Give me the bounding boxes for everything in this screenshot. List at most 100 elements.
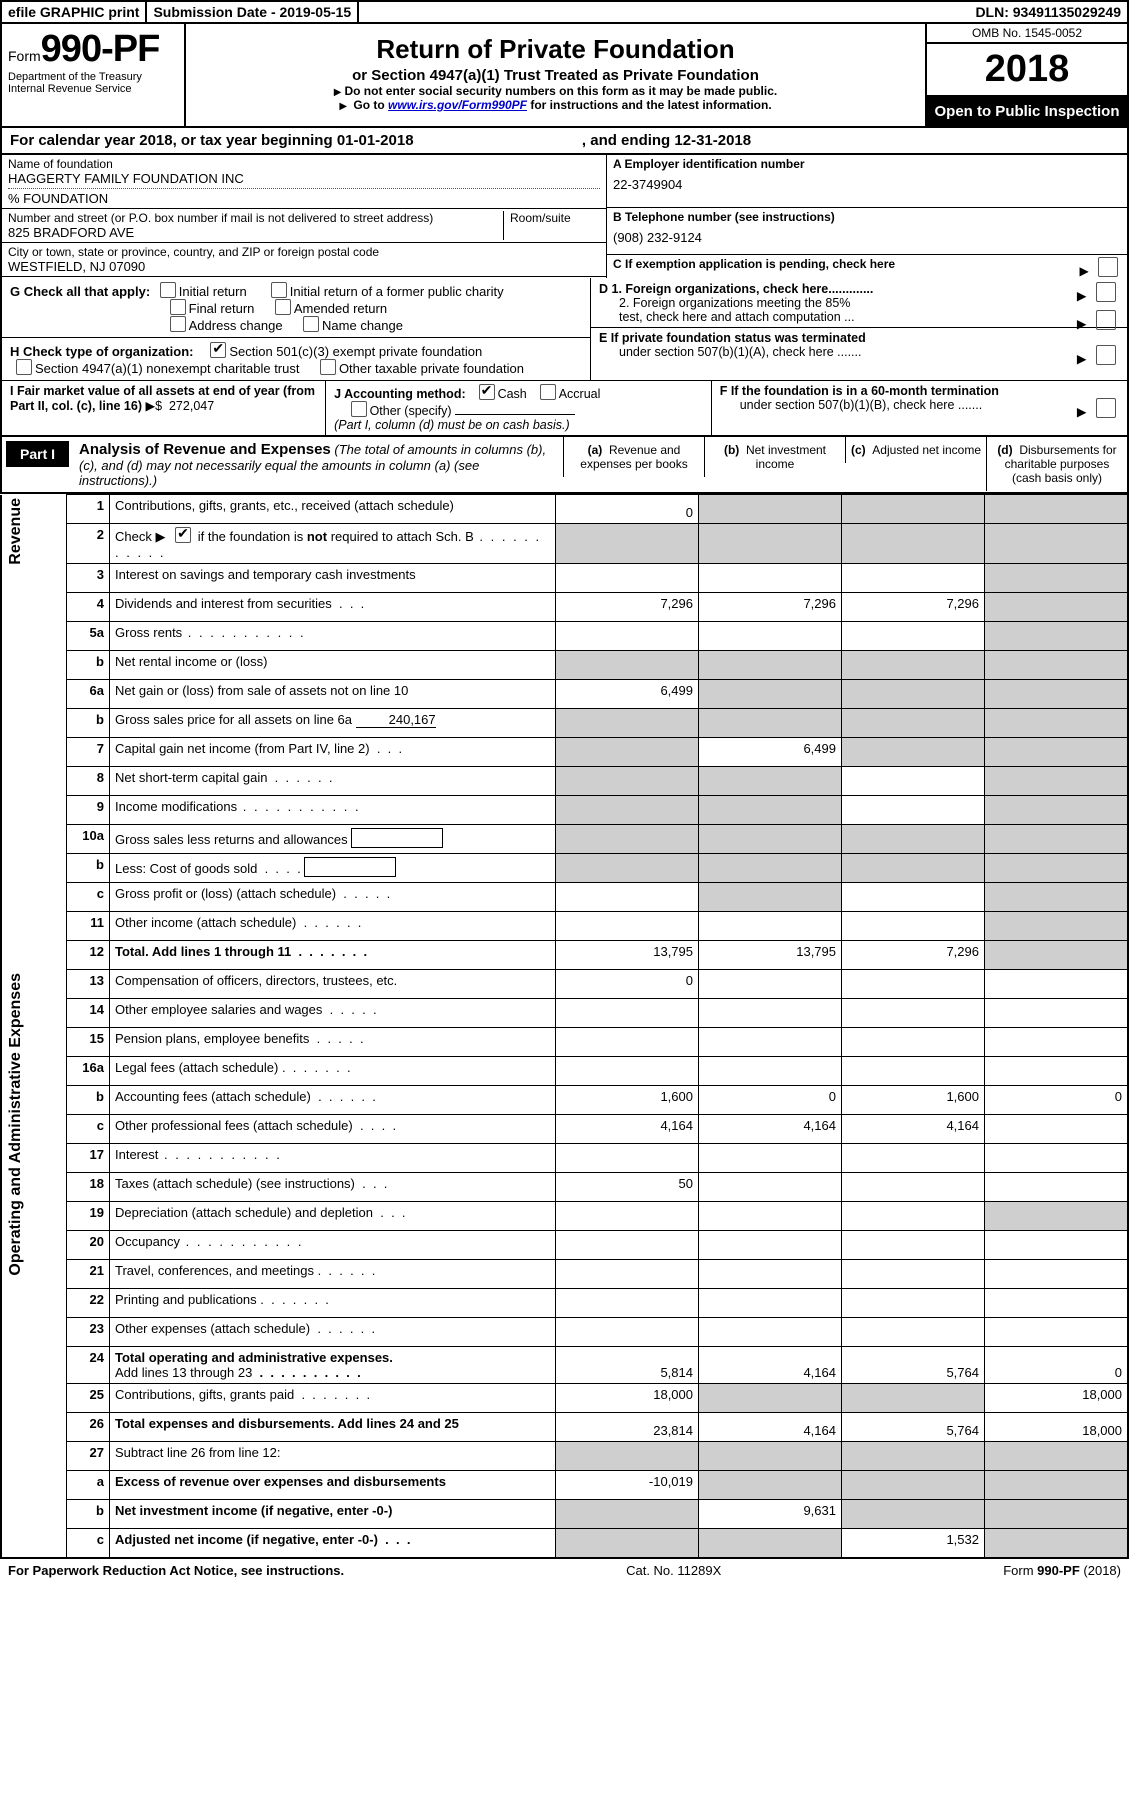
ein-value: 22-3749904 [613, 177, 682, 192]
row-6b: bGross sales price for all assets on lin… [1, 709, 1128, 738]
col-a-header: (a) Revenue and expenses per books [563, 437, 704, 477]
identity-block: Name of foundation HAGGERTY FAMILY FOUND… [0, 155, 1129, 278]
row-20: 20Occupancy [1, 1231, 1128, 1260]
initial-return-label: Initial return [179, 284, 247, 299]
initial-return-former-checkbox[interactable] [271, 282, 287, 298]
sch-b-checkbox[interactable] [175, 527, 191, 543]
street-address: 825 BRADFORD AVE [8, 225, 134, 240]
section-4947-checkbox[interactable] [16, 359, 32, 375]
final-return-label: Final return [189, 301, 255, 316]
irs-label: Internal Revenue Service [8, 83, 178, 95]
phone-value: (908) 232-9124 [613, 230, 702, 245]
row-27b: bNet investment income (if negative, ent… [1, 1500, 1128, 1529]
accrual-label: Accrual [559, 387, 601, 401]
row-10c: cGross profit or (loss) (attach schedule… [1, 883, 1128, 912]
row-24: 24Total operating and administrative exp… [1, 1347, 1128, 1384]
d2-checkbox[interactable] [1096, 310, 1116, 330]
g-label: G Check all that apply: [10, 284, 150, 299]
form-title: Return of Private Foundation [194, 34, 917, 65]
fmv-value: 272,047 [169, 399, 214, 413]
name-change-checkbox[interactable] [303, 316, 319, 332]
address-change-label: Address change [189, 318, 283, 333]
col-d-header: (d) Disbursements for charitable purpose… [986, 437, 1127, 491]
d2-line: 2. Foreign organizations meeting the 85%… [619, 296, 1119, 324]
e-line: E If private foundation status was termi… [591, 327, 1127, 359]
name-label: Name of foundation [8, 157, 600, 171]
amended-return-label: Amended return [294, 301, 387, 316]
city-label: City or town, state or province, country… [8, 245, 600, 259]
section-501c3-checkbox[interactable] [210, 342, 226, 358]
row-26: 26Total expenses and disbursements. Add … [1, 1413, 1128, 1442]
efile-print-button[interactable]: efile GRAPHIC print [2, 2, 147, 22]
expenses-side-label: Operating and Administrative Expenses [7, 973, 25, 1276]
col-c-header: (c) Adjusted net income [845, 437, 986, 463]
part1-title: Analysis of Revenue and Expenses [79, 441, 331, 458]
row-1: Revenue 1Contributions, gifts, grants, e… [1, 495, 1128, 524]
city-state-zip: WESTFIELD, NJ 07090 [8, 259, 145, 274]
form-subtitle: or Section 4947(a)(1) Trust Treated as P… [194, 67, 917, 84]
other-taxable-checkbox[interactable] [320, 359, 336, 375]
room-label: Room/suite [510, 211, 600, 225]
ein-label: A Employer identification number [613, 157, 805, 171]
row-2: 2 Check ▶ if the foundation is not requi… [1, 524, 1128, 564]
accrual-checkbox[interactable] [540, 384, 556, 400]
street-label: Number and street (or P.O. box number if… [8, 211, 503, 225]
dept-treasury: Department of the Treasury [8, 71, 178, 83]
row-15: 15Pension plans, employee benefits . . .… [1, 1028, 1128, 1057]
initial-return-checkbox[interactable] [160, 282, 176, 298]
foundation-name: HAGGERTY FAMILY FOUNDATION INC [8, 171, 244, 186]
row-9: 9Income modifications [1, 796, 1128, 825]
goto-link-line: Go to www.irs.gov/Form990PF for instruct… [194, 98, 917, 112]
row-11: 11Other income (attach schedule) . . . .… [1, 912, 1128, 941]
omb-number: OMB No. 1545-0052 [927, 24, 1127, 44]
f-checkbox[interactable] [1096, 398, 1116, 418]
cash-label: Cash [498, 387, 527, 401]
e-checkbox[interactable] [1096, 345, 1116, 365]
other-taxable-label: Other taxable private foundation [339, 361, 524, 376]
row-4: 4Dividends and interest from securities … [1, 593, 1128, 622]
dln: DLN: 93491135029249 [969, 2, 1127, 22]
other-method-label: Other (specify) [370, 404, 452, 418]
row-27: 27Subtract line 26 from line 12: [1, 1442, 1128, 1471]
amended-return-checkbox[interactable] [275, 299, 291, 315]
check-options-block: G Check all that apply: Initial return I… [0, 278, 1129, 381]
address-change-checkbox[interactable] [170, 316, 186, 332]
final-return-checkbox[interactable] [170, 299, 186, 315]
h-label: H Check type of organization: [10, 344, 193, 359]
part1-table: Revenue 1Contributions, gifts, grants, e… [0, 494, 1129, 1559]
exemption-pending-checkbox[interactable] [1098, 257, 1118, 277]
cash-checkbox[interactable] [479, 384, 495, 400]
revenue-side-label: Revenue [7, 498, 25, 565]
row-10a: 10aGross sales less returns and allowanc… [1, 825, 1128, 854]
initial-return-former-label: Initial return of a former public charit… [290, 284, 504, 299]
row-17: 17Interest [1, 1144, 1128, 1173]
d1-line: D 1. Foreign organizations, check here..… [599, 282, 1119, 296]
foundation-co: % FOUNDATION [8, 191, 108, 206]
row-16a: 16aLegal fees (attach schedule) . . . . … [1, 1057, 1128, 1086]
accounting-method-label: J Accounting method: [334, 387, 465, 401]
fmv-label: I Fair market value of all assets at end… [10, 384, 315, 413]
row-7: 7Capital gain net income (from Part IV, … [1, 738, 1128, 767]
row-10b: bLess: Cost of goods sold . . . . [1, 854, 1128, 883]
paperwork-notice: For Paperwork Reduction Act Notice, see … [8, 1563, 344, 1578]
d1-checkbox[interactable] [1096, 282, 1116, 302]
ssn-warning: Do not enter social security numbers on … [194, 84, 917, 98]
exemption-pending-label: C If exemption application is pending, c… [613, 257, 895, 271]
irs-link[interactable]: www.irs.gov/Form990PF [388, 98, 527, 112]
row-27a: aExcess of revenue over expenses and dis… [1, 1471, 1128, 1500]
other-method-checkbox[interactable] [351, 401, 367, 417]
phone-label: B Telephone number (see instructions) [613, 210, 835, 224]
row-5b: bNet rental income or (loss) [1, 651, 1128, 680]
row-22: 22Printing and publications . . . . . . … [1, 1289, 1128, 1318]
submission-date: Submission Date - 2019-05-15 [147, 2, 359, 22]
section-501c3-label: Section 501(c)(3) exempt private foundat… [229, 344, 482, 359]
row-12: 12Total. Add lines 1 through 11 . . . . … [1, 941, 1128, 970]
row-16b: bAccounting fees (attach schedule) . . .… [1, 1086, 1128, 1115]
part1-header: Part I Analysis of Revenue and Expenses … [0, 437, 1129, 494]
row-25: 25Contributions, gifts, grants paid . . … [1, 1384, 1128, 1413]
row-14: 14Other employee salaries and wages . . … [1, 999, 1128, 1028]
calendar-year-line: For calendar year 2018, or tax year begi… [0, 128, 1129, 155]
row-6a: 6aNet gain or (loss) from sale of assets… [1, 680, 1128, 709]
row-19: 19Depreciation (attach schedule) and dep… [1, 1202, 1128, 1231]
top-bar: efile GRAPHIC print Submission Date - 20… [0, 0, 1129, 24]
